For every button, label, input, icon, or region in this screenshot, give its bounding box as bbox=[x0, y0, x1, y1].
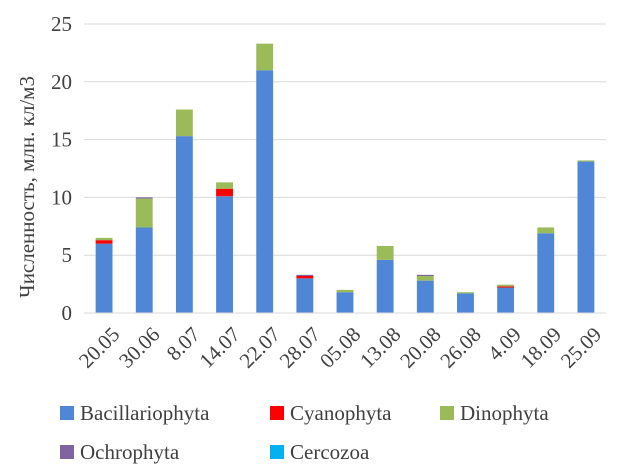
bar-segment-bacillariophyta bbox=[95, 243, 113, 313]
bar-segment-bacillariophyta bbox=[537, 233, 555, 313]
x-tick-label: 28.07 bbox=[275, 322, 325, 372]
legend-swatch-bacillariophyta bbox=[60, 406, 74, 420]
legend: Bacillariophyta Cyanophyta Dinophyta Ochrop… bbox=[60, 401, 549, 464]
legend-label-bacillariophyta: Bacillariophyta bbox=[80, 401, 210, 425]
bar-segment-cyanophyta bbox=[216, 188, 233, 197]
x-tick-label: 22.07 bbox=[235, 322, 285, 372]
bar-segment-bacillariophyta bbox=[256, 70, 274, 314]
x-tick-label: 18.09 bbox=[516, 322, 566, 372]
bar-segment-ochrophyta bbox=[296, 274, 314, 277]
y-tick-label: 15 bbox=[51, 128, 72, 152]
bar-segment-bacillariophyta bbox=[175, 136, 193, 313]
legend-swatch-ochrophyta bbox=[60, 445, 74, 459]
y-tick-label: 0 bbox=[62, 301, 73, 325]
x-tick-label: 14.07 bbox=[194, 322, 244, 372]
bar-segment-dinophyta bbox=[497, 284, 515, 287]
bars-layer bbox=[95, 43, 595, 314]
bar-segment-bacillariophyta bbox=[296, 278, 314, 313]
bar-segment-dinophyta bbox=[577, 160, 595, 162]
bar-segment-cyanophyta bbox=[296, 276, 314, 279]
y-tick-label: 10 bbox=[51, 185, 72, 209]
x-tick-label: 20.08 bbox=[395, 322, 445, 372]
bar-segment-dinophyta bbox=[336, 289, 354, 293]
bar-segment-dinophyta bbox=[216, 182, 233, 189]
bar-segment-bacillariophyta bbox=[497, 287, 515, 313]
x-tick-label: 05.08 bbox=[315, 322, 365, 372]
legend-label-ochrophyta: Ochrophyta bbox=[80, 440, 180, 464]
bar-segment-dinophyta bbox=[376, 245, 394, 260]
bar-segment-dinophyta bbox=[256, 43, 274, 71]
axis-layer: 051015202520.0530.068.0714.0722.0728.070… bbox=[51, 12, 606, 373]
legend-label-dinophyta: Dinophyta bbox=[460, 401, 549, 425]
bar-segment-bacillariophyta bbox=[135, 227, 153, 313]
bar-segment-dinophyta bbox=[457, 292, 474, 294]
bar-segment-ochrophyta bbox=[135, 197, 153, 199]
x-tick-label: 25.09 bbox=[556, 322, 606, 372]
bar-segment-dinophyta bbox=[135, 198, 153, 228]
bar-segment-ochrophyta bbox=[416, 274, 434, 277]
bar-segment-dinophyta bbox=[175, 109, 193, 137]
bar-segment-cyanophyta bbox=[95, 240, 113, 244]
bar-segment-dinophyta bbox=[416, 276, 434, 281]
bar-segment-bacillariophyta bbox=[416, 280, 434, 313]
bar-segment-bacillariophyta bbox=[376, 259, 394, 313]
legend-swatch-dinophyta bbox=[440, 406, 454, 420]
y-tick-label: 5 bbox=[62, 243, 73, 267]
legend-swatch-cyanophyta bbox=[270, 406, 284, 420]
bar-segment-bacillariophyta bbox=[457, 293, 474, 313]
bar-segment-bacillariophyta bbox=[336, 292, 354, 313]
bar-segment-cyanophyta bbox=[497, 286, 515, 288]
y-tick-label: 25 bbox=[51, 12, 72, 36]
legend-label-cercozoa: Cercozoa bbox=[290, 440, 370, 464]
x-tick-label: 20.05 bbox=[74, 322, 124, 372]
legend-swatch-cercozoa bbox=[270, 445, 284, 459]
x-tick-label: 26.08 bbox=[435, 322, 485, 372]
bar-segment-dinophyta bbox=[537, 227, 555, 234]
y-axis-label: Численность, млн. кл/м3 bbox=[15, 76, 39, 298]
bar-segment-dinophyta bbox=[95, 237, 113, 241]
x-tick-label: 30.06 bbox=[114, 322, 164, 372]
legend-label-cyanophyta: Cyanophyta bbox=[290, 401, 392, 425]
y-tick-label: 20 bbox=[51, 70, 72, 94]
bar-segment-bacillariophyta bbox=[216, 196, 233, 313]
grid-layer bbox=[84, 23, 606, 256]
bar-segment-bacillariophyta bbox=[577, 161, 595, 313]
x-tick-label: 13.08 bbox=[355, 322, 405, 372]
